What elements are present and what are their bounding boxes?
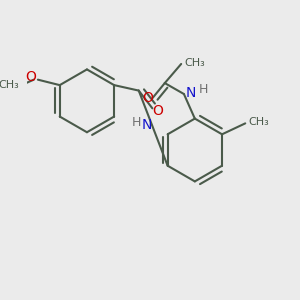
Text: CH₃: CH₃: [248, 117, 269, 127]
Text: N: N: [185, 86, 196, 100]
Text: H: H: [198, 82, 208, 96]
Text: CH₃: CH₃: [184, 58, 205, 68]
Text: O: O: [152, 104, 163, 118]
Text: H: H: [132, 116, 142, 129]
Text: CH₃: CH₃: [0, 80, 19, 90]
Text: O: O: [26, 70, 37, 84]
Text: N: N: [141, 118, 152, 132]
Text: O: O: [142, 91, 153, 105]
